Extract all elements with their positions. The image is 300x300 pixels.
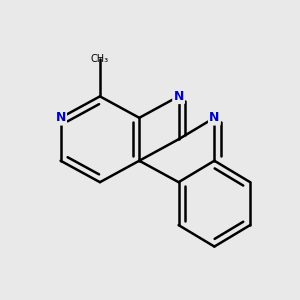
Text: N: N [209,111,220,124]
Text: CH₃: CH₃ [91,54,109,64]
Text: N: N [173,90,184,103]
Text: N: N [56,111,66,124]
